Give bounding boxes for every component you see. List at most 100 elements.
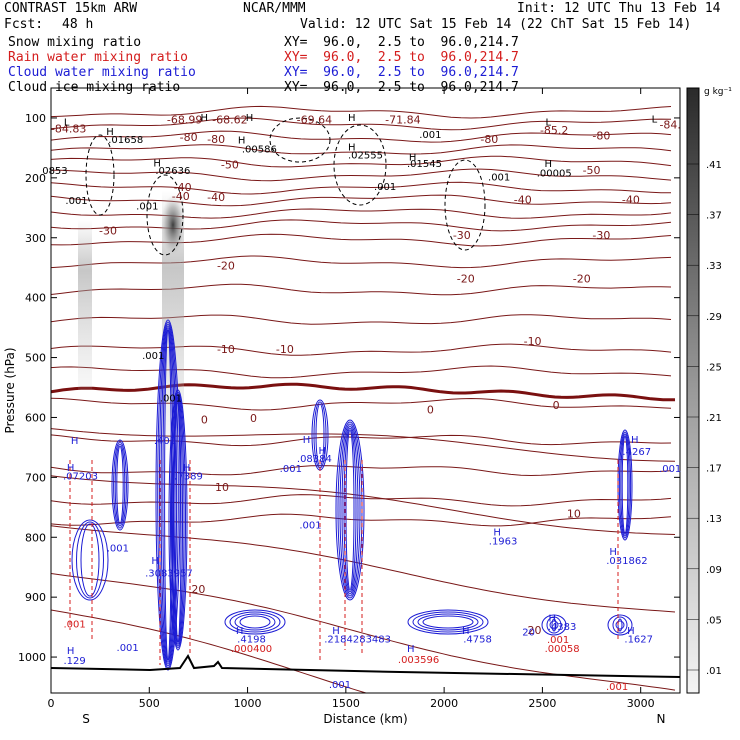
cloud-water-contour bbox=[615, 620, 625, 630]
isotherm-line bbox=[51, 130, 672, 143]
contour-annotation: .401 bbox=[154, 436, 176, 447]
cloud-water-contour bbox=[551, 618, 557, 632]
contour-annotation: .031862 bbox=[606, 556, 647, 567]
contour-annotation: H bbox=[67, 646, 75, 657]
cloud-ice-contour bbox=[269, 117, 331, 163]
colorbar-unit: g kg⁻¹ bbox=[704, 87, 732, 97]
contour-annotation: H bbox=[153, 158, 161, 169]
contour-annotation: .02636 bbox=[155, 166, 190, 177]
field-name-rain: Rain water mixing ratio bbox=[8, 50, 189, 65]
contour-annotation: .001 bbox=[107, 543, 129, 554]
isotherm-line bbox=[51, 573, 676, 691]
contour-annotation: .001 bbox=[547, 635, 569, 646]
cloud-water-contour bbox=[315, 403, 325, 467]
field-xy-rain: XY= 96.0, 2.5 to 96.0,214.7 bbox=[284, 50, 519, 65]
colorbar-label: .17 bbox=[706, 464, 722, 475]
forecast-value: 48 h bbox=[62, 17, 94, 32]
isotherm-label: -50 bbox=[583, 164, 601, 177]
cloud-water-contour bbox=[345, 429, 355, 591]
contour-annotation: .001 bbox=[65, 196, 87, 207]
contour-annotation: .08384 bbox=[297, 454, 332, 465]
contour-annotation: .2184283483 bbox=[324, 634, 391, 645]
cloud-water-contour bbox=[343, 427, 357, 593]
contour-annotation: .001 bbox=[488, 173, 510, 184]
contour-annotation: L bbox=[64, 118, 70, 129]
isotherm-label: -20 bbox=[457, 272, 475, 285]
colorbar-label: .21 bbox=[706, 413, 722, 424]
contour-annotation: .001 bbox=[374, 182, 396, 193]
cloud-water-contour bbox=[407, 609, 489, 635]
colorbar-label: .25 bbox=[706, 362, 722, 373]
cloud-water-contour bbox=[417, 613, 479, 631]
contour-annotation: .001 bbox=[606, 682, 628, 693]
isotherm-label: -20 bbox=[217, 259, 235, 272]
isotherm-label: -30 bbox=[99, 225, 117, 238]
isotherm-line bbox=[51, 525, 676, 613]
isotherm-label: -84. bbox=[659, 119, 680, 132]
contour-annotation: .001 bbox=[160, 394, 182, 405]
isotherm-label: 0 bbox=[250, 412, 257, 425]
south-label: S bbox=[82, 712, 90, 726]
y-tick-label: 200 bbox=[25, 172, 46, 185]
contour-annotation: L bbox=[546, 118, 552, 129]
freezing-level-line bbox=[51, 382, 676, 402]
isotherm-line bbox=[51, 283, 672, 296]
cloud-water-contour bbox=[549, 620, 559, 630]
contour-annotation: .1963 bbox=[489, 536, 518, 547]
contour-annotation: H bbox=[609, 547, 617, 558]
isotherm-line bbox=[51, 494, 672, 507]
cloud-water-contour bbox=[541, 614, 567, 636]
field-name-snow: Snow mixing ratio bbox=[8, 35, 142, 50]
isotherm-label: 10 bbox=[215, 481, 229, 494]
cloud-water-contour bbox=[341, 425, 359, 595]
isotherm-label: -40 bbox=[172, 190, 190, 203]
contour-annotation: H bbox=[407, 644, 415, 655]
isotherm-line bbox=[51, 155, 672, 168]
isotherm-line bbox=[51, 219, 672, 232]
init-time: Init: 12 UTC Thu 13 Feb 14 bbox=[517, 1, 721, 16]
cloud-water-contour bbox=[239, 615, 271, 629]
valid-time: Valid: 12 UTC Sat 15 Feb 14 (22 ChT Sat … bbox=[300, 17, 692, 32]
cloud-ice-contour bbox=[85, 134, 115, 216]
contour-annotation: .001 bbox=[142, 351, 164, 362]
y-tick-label: 300 bbox=[25, 232, 46, 245]
y-tick-label: 700 bbox=[25, 471, 46, 484]
contour-annotation: .7389 bbox=[174, 472, 203, 483]
cloud-ice-contour bbox=[146, 174, 184, 256]
isotherm-label: -30 bbox=[592, 229, 610, 242]
contour-annotation: H bbox=[106, 127, 114, 138]
org-label: NCAR/MMM bbox=[243, 1, 306, 16]
field-xy-snow: XY= 96.0, 2.5 to 96.0,214.7 bbox=[284, 35, 519, 50]
contour-annotation: .001 bbox=[117, 643, 139, 654]
contour-annotation: .003596 bbox=[398, 655, 439, 666]
y-tick-label: 400 bbox=[25, 292, 46, 305]
y-tick-label: 800 bbox=[25, 531, 46, 544]
isotherm-line bbox=[51, 343, 672, 356]
contour-annotation: .07203 bbox=[63, 472, 98, 483]
contour-annotation: .001 bbox=[329, 680, 351, 691]
isotherm-label: -40 bbox=[207, 191, 225, 204]
contour-annotation: L bbox=[652, 115, 658, 126]
colorbar-label: .13 bbox=[706, 514, 722, 525]
x-tick-label: 1000 bbox=[234, 697, 262, 710]
isotherm-line bbox=[51, 397, 672, 411]
cloud-water-contour bbox=[618, 431, 632, 539]
isotherm-line bbox=[51, 144, 672, 155]
isotherm-label: -80 bbox=[592, 129, 610, 142]
x-tick-label: 3000 bbox=[627, 697, 655, 710]
colorbar-label: .37 bbox=[706, 211, 722, 222]
contour-annotation: H bbox=[67, 463, 75, 474]
contour-annotation: .01658 bbox=[108, 135, 143, 146]
contour-annotation: H bbox=[183, 463, 191, 474]
isotherm-line bbox=[51, 475, 676, 535]
contour-annotation: H bbox=[627, 626, 635, 637]
contour-annotation: H bbox=[631, 435, 639, 446]
isotherm-line bbox=[51, 365, 672, 379]
contour-annotation: .129 bbox=[63, 656, 85, 667]
y-tick-label: 900 bbox=[25, 591, 46, 604]
cloud-water-contour bbox=[335, 419, 365, 601]
contour-annotation: .001 bbox=[299, 521, 321, 532]
x-tick-label: 500 bbox=[139, 697, 160, 710]
isotherm-label: -30 bbox=[453, 229, 471, 242]
